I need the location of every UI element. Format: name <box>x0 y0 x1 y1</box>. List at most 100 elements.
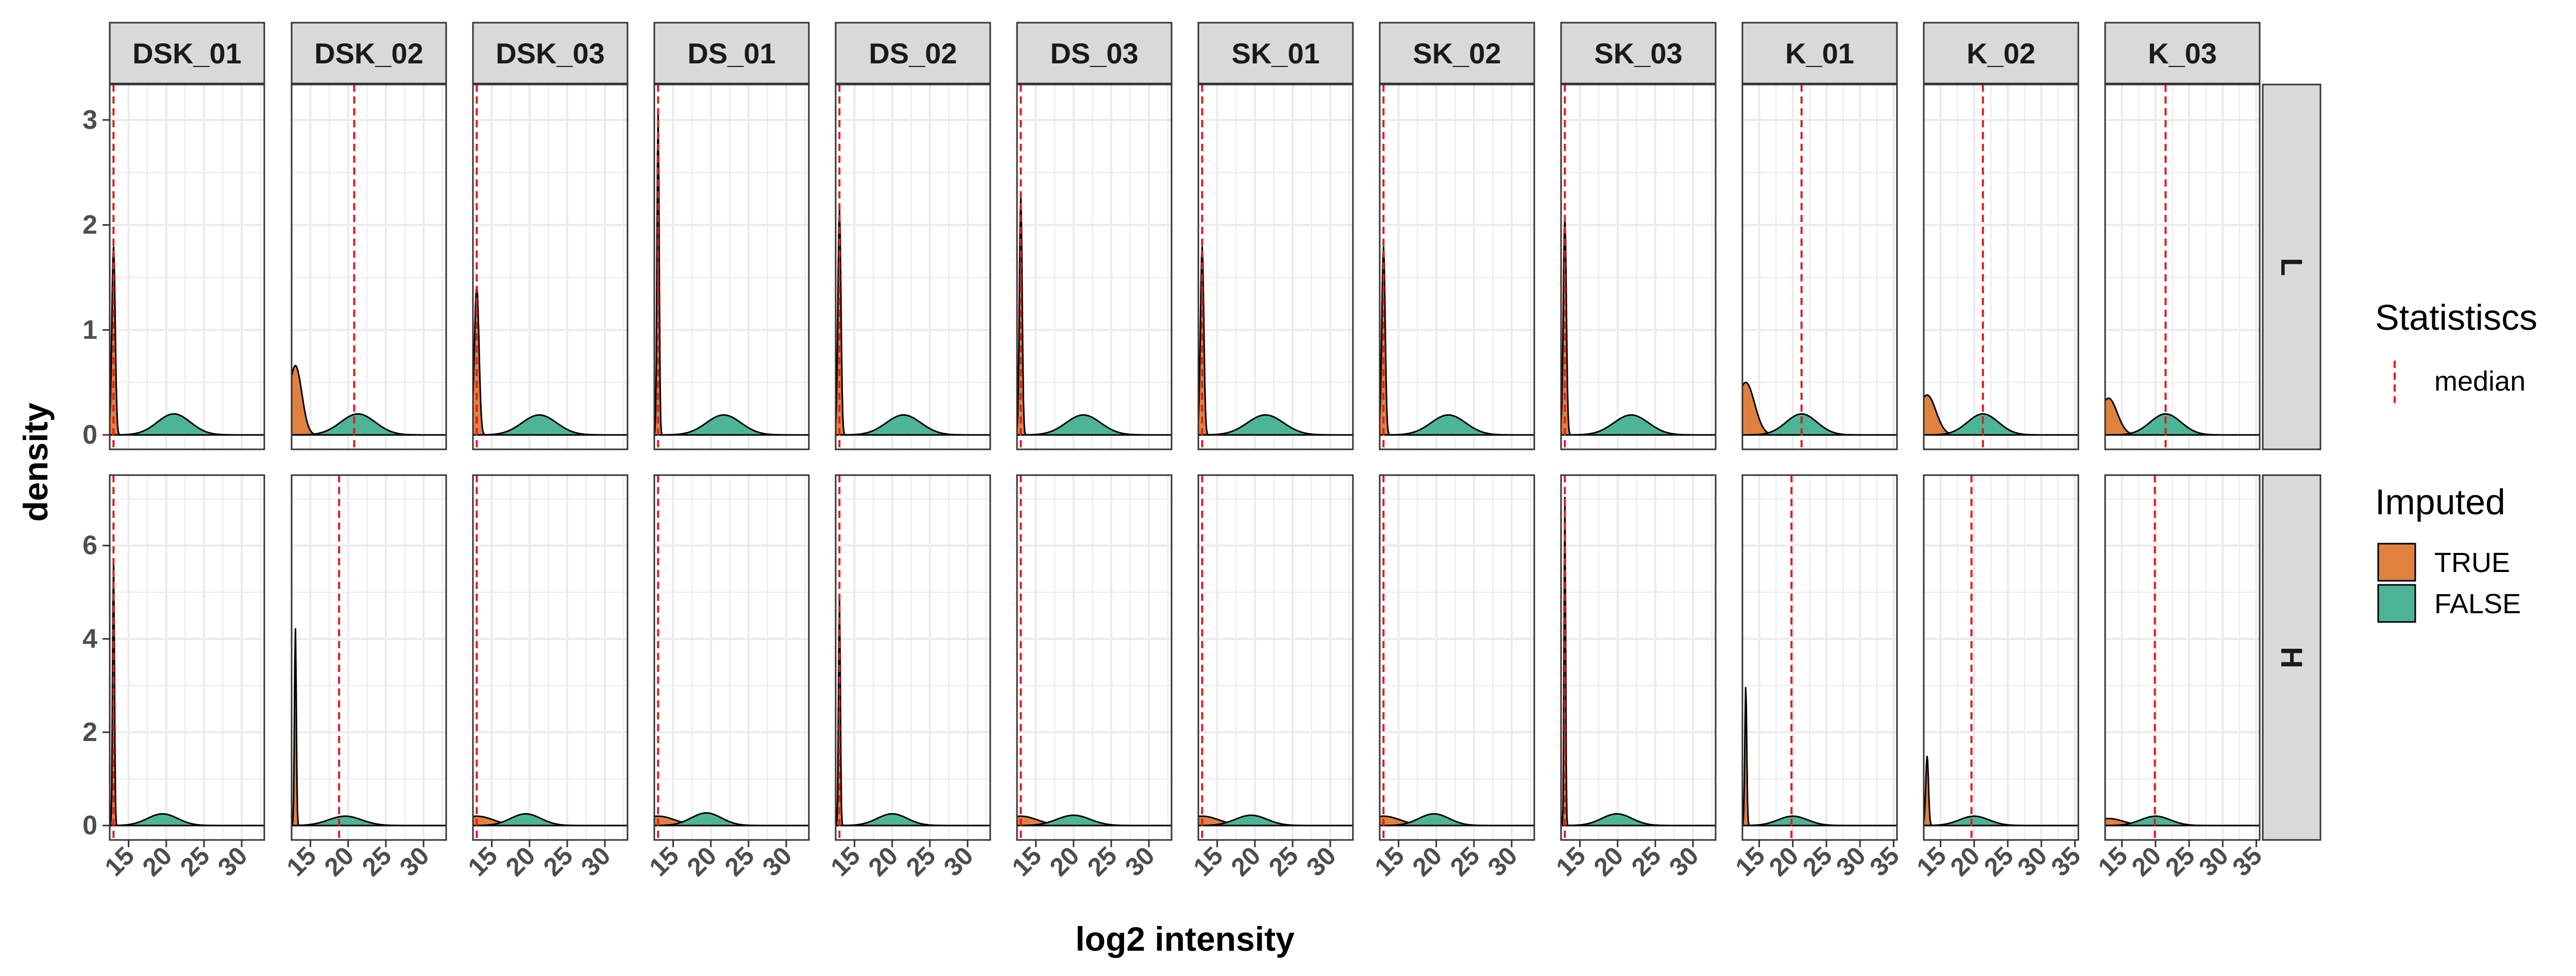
x-tick-label: 20 <box>137 841 178 882</box>
column-strip-label: K_02 <box>1967 37 2036 70</box>
column-strip <box>1379 22 1535 85</box>
column-strip <box>1016 22 1173 85</box>
panel-border <box>1379 474 1535 841</box>
panel-background <box>836 85 990 449</box>
panel-border <box>109 474 265 841</box>
x-tick-label: 20 <box>1588 841 1629 882</box>
x-tick-label: 25 <box>1263 841 1304 882</box>
density-imputed-false <box>1016 814 1172 827</box>
x-tick-label: 15 <box>462 841 503 882</box>
density-imputed-false <box>473 414 628 436</box>
density-imputed-false <box>1197 814 1353 827</box>
x-tick-label: 25 <box>901 841 941 882</box>
panel-border <box>1923 474 2079 841</box>
x-tick-label: 30 <box>1301 841 1342 882</box>
panel-border <box>1379 83 1535 450</box>
x-tick-label: 20 <box>863 841 904 882</box>
panel-border <box>1741 83 1898 450</box>
density-imputed-false <box>109 813 264 827</box>
x-tick-label: 15 <box>1188 841 1228 882</box>
x-tick-label: 25 <box>1082 841 1123 882</box>
x-tick-label: 30 <box>1482 841 1523 882</box>
y-tick-label: 2 <box>82 210 97 240</box>
x-axis-title: log2 intensity <box>1075 920 1295 958</box>
legend-false-label: FALSE <box>2434 588 2521 619</box>
panel-background <box>1924 475 2078 840</box>
density-imputed-false <box>1742 413 1897 436</box>
column-strip-label: K_03 <box>2148 37 2217 70</box>
x-tick-label: 20 <box>682 841 722 882</box>
column-strip-label: SK_02 <box>1413 37 1501 70</box>
column-strip <box>1197 22 1354 85</box>
panel-border <box>472 474 629 841</box>
y-tick-label: 3 <box>82 105 97 135</box>
panel-border <box>1560 83 1717 450</box>
column-strip-label: K_01 <box>1785 37 1854 70</box>
density-imputed-false <box>1380 414 1534 436</box>
panel-border <box>109 83 265 450</box>
density-imputed-false <box>1198 414 1353 436</box>
panel-background <box>110 85 264 449</box>
density-imputed-false <box>110 413 264 436</box>
panel-border <box>1016 83 1173 450</box>
x-tick-label: 25 <box>1626 841 1667 882</box>
panel-background <box>1380 85 1534 449</box>
column-strip-label: DS_01 <box>687 37 775 70</box>
panel-border <box>2104 474 2261 841</box>
density-imputed-false <box>1017 414 1172 436</box>
density-imputed-false <box>291 815 446 827</box>
density-imputed-false <box>653 812 809 827</box>
x-tick-label: 35 <box>2045 841 2086 882</box>
panel-background <box>1924 85 2078 449</box>
x-tick-label: 25 <box>1445 841 1485 882</box>
density-imputed-false <box>472 813 628 827</box>
legend-true-swatch <box>2377 543 2416 582</box>
x-tick-label: 35 <box>1864 841 1905 882</box>
panel-background <box>292 85 446 449</box>
column-strip <box>1560 22 1717 85</box>
density-imputed-false <box>1561 414 1716 436</box>
column-strip-label: DSK_03 <box>496 37 605 70</box>
x-tick-label: 30 <box>1664 841 1704 882</box>
column-strip <box>109 22 265 85</box>
panel-border <box>291 83 447 450</box>
panel-background <box>473 85 628 449</box>
x-tick-label: 20 <box>500 841 541 882</box>
density-imputed-false <box>1561 813 1716 827</box>
panel-border <box>653 474 810 841</box>
x-tick-label: 25 <box>175 841 215 882</box>
x-tick-label: 20 <box>1226 841 1266 882</box>
y-axis-title: density <box>16 402 55 521</box>
density-imputed-false <box>292 413 446 436</box>
panel-border <box>1741 474 1898 841</box>
x-tick-label: 15 <box>1006 841 1047 882</box>
x-tick-label: 20 <box>319 841 360 882</box>
x-tick-label: 25 <box>357 841 397 882</box>
column-strip <box>1741 22 1898 85</box>
density-imputed-false <box>654 414 809 436</box>
panel-border <box>835 474 991 841</box>
y-tick-label: 1 <box>82 315 97 345</box>
legend-imputed-title: Imputed <box>2375 482 2505 522</box>
x-tick-label: 25 <box>719 841 760 882</box>
row-strip-label: H <box>2275 647 2308 668</box>
panel-border <box>1560 474 1717 841</box>
row-strip <box>2262 474 2321 841</box>
panel-background <box>1561 85 1716 449</box>
panel-background <box>1742 85 1897 449</box>
x-tick-label: 25 <box>538 841 579 882</box>
column-strip <box>291 22 447 85</box>
x-tick-label: 15 <box>825 841 866 882</box>
column-strip <box>2104 22 2261 85</box>
x-tick-label: 30 <box>394 841 435 882</box>
x-tick-label: 35 <box>2227 841 2267 882</box>
density-imputed-false <box>1924 413 2078 436</box>
x-tick-label: 20 <box>1044 841 1085 882</box>
x-tick-label: 15 <box>99 841 140 882</box>
x-tick-label: 15 <box>281 841 321 882</box>
density-imputed-false <box>1380 813 1534 827</box>
panel-background <box>1742 475 1897 840</box>
column-strip-label: SK_03 <box>1594 37 1682 70</box>
legend-statistics-title: Statistiscs <box>2375 297 2537 338</box>
row-strip-label: L <box>2275 258 2308 276</box>
